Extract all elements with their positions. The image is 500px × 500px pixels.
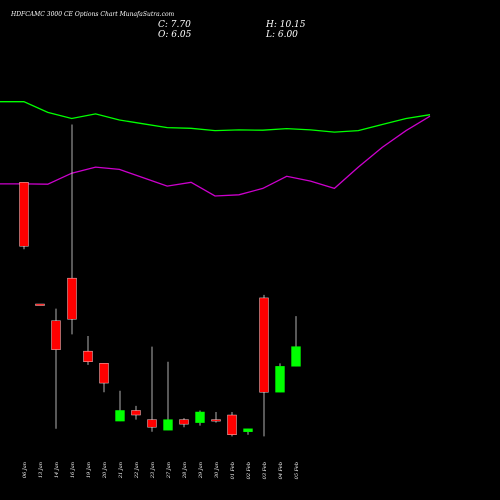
candle <box>259 294 269 437</box>
x-tick-label: 16 Jan <box>70 462 76 478</box>
candle <box>147 346 157 432</box>
candle <box>99 363 109 393</box>
candle-body <box>227 414 237 435</box>
open-readout: O: 6.05 <box>158 30 192 40</box>
candle <box>227 411 237 437</box>
x-tick-label: 30 Jan <box>214 462 220 478</box>
candle <box>19 182 29 250</box>
candle <box>67 124 77 335</box>
x-tick-label: 14 Jan <box>54 462 60 478</box>
candle-body <box>195 411 205 423</box>
x-tick-label: 23 Jan <box>150 462 156 479</box>
x-tick-label: 21 Jan <box>118 462 124 479</box>
moving-averages <box>0 101 431 197</box>
x-tick-label: 27 Jan <box>166 462 172 479</box>
candle <box>275 363 285 393</box>
x-tick-label: 01 Feb <box>230 462 236 479</box>
x-tick-label: 06 Jan <box>22 462 28 478</box>
candle-body <box>275 366 285 393</box>
candle-body <box>211 419 221 422</box>
candle <box>243 428 253 435</box>
candle-body <box>179 419 189 425</box>
candle <box>195 410 205 426</box>
candle <box>51 308 61 429</box>
x-tick-label: 13 Jan <box>38 462 44 478</box>
low-readout: L: 6.00 <box>265 30 298 40</box>
x-tick-label: 05 Feb <box>294 462 300 479</box>
candle <box>163 361 173 431</box>
candle-body <box>67 277 77 320</box>
x-tick-label: 20 Jan <box>102 462 108 479</box>
candle-body <box>99 363 109 384</box>
x-tick-label: 19 Jan <box>86 462 92 478</box>
candle-body <box>83 350 93 362</box>
x-tick-label: 28 Jan <box>182 462 188 479</box>
candle-body <box>291 346 301 367</box>
high-readout: H: 10.15 <box>265 20 306 30</box>
candle-body <box>19 182 29 247</box>
candles <box>19 124 301 437</box>
x-tick-label: 04 Feb <box>278 462 284 479</box>
chart-title: HDFCAMC 3000 CE Options Chart MunafaSutr… <box>10 11 175 18</box>
candle-body <box>259 297 269 393</box>
candle <box>115 390 125 422</box>
candle-body <box>243 428 253 432</box>
candle <box>291 316 301 367</box>
x-tick-label: 02 Feb <box>246 462 252 479</box>
candle <box>35 303 45 306</box>
candle <box>211 411 221 423</box>
candle-body <box>35 303 45 306</box>
x-tick-label: 22 Jan <box>134 462 140 479</box>
moving-average-green-line <box>0 101 431 133</box>
candle-body <box>51 320 61 350</box>
x-tick-label: 03 Feb <box>262 462 268 479</box>
x-axis-ticks: 06 Jan 13 Jan 14 Jan 16 Jan 19 Jan 20 Jan 21 J… <box>22 462 300 479</box>
candle-body <box>147 419 157 428</box>
candle-body <box>163 419 173 431</box>
close-readout: C: 7.70 <box>158 20 191 30</box>
candle <box>83 335 93 365</box>
x-tick-label: 29 Jan <box>198 462 204 479</box>
candle <box>131 405 141 420</box>
candle <box>179 418 189 428</box>
candle-body <box>115 410 125 422</box>
candle-body <box>131 410 141 416</box>
